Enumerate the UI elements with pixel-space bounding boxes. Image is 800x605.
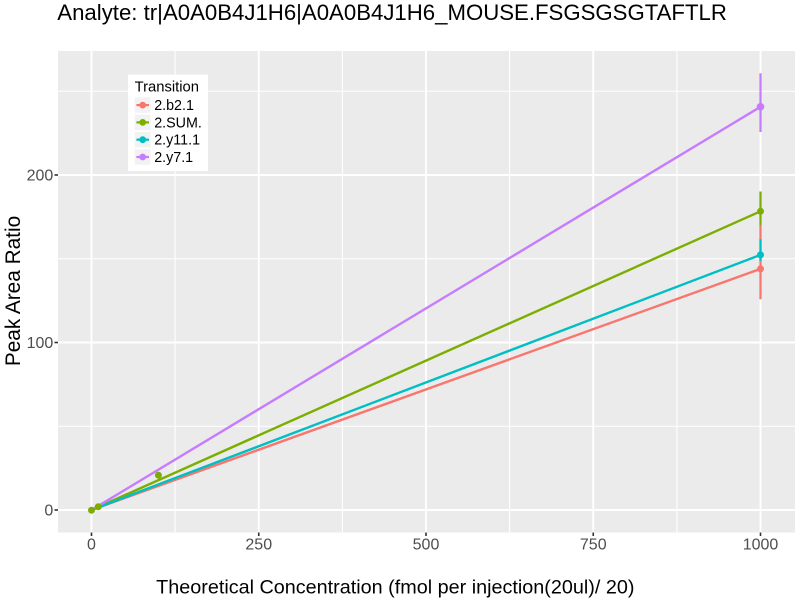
svg-text:1000: 1000 (743, 537, 779, 554)
svg-text:2.b2.1: 2.b2.1 (154, 98, 194, 114)
svg-text:Transition: Transition (135, 79, 199, 95)
svg-text:0: 0 (87, 537, 96, 554)
svg-text:2.SUM.: 2.SUM. (154, 115, 202, 131)
svg-text:100: 100 (27, 335, 54, 352)
svg-text:Theoretical Concentration (fmo: Theoretical Concentration (fmol per inje… (156, 577, 634, 599)
svg-text:2.y11.1: 2.y11.1 (154, 133, 200, 149)
svg-text:2.y7.1: 2.y7.1 (154, 150, 193, 166)
svg-text:250: 250 (245, 537, 272, 554)
svg-text:750: 750 (580, 537, 607, 554)
svg-text:0: 0 (44, 503, 53, 520)
svg-text:Peak Area Ratio: Peak Area Ratio (2, 216, 25, 366)
svg-text:500: 500 (413, 537, 440, 554)
svg-text:200: 200 (27, 168, 54, 185)
svg-text:Analyte: tr|A0A0B4J1H6|A0A0B4J: Analyte: tr|A0A0B4J1H6|A0A0B4J1H6_MOUSE.… (57, 0, 727, 25)
